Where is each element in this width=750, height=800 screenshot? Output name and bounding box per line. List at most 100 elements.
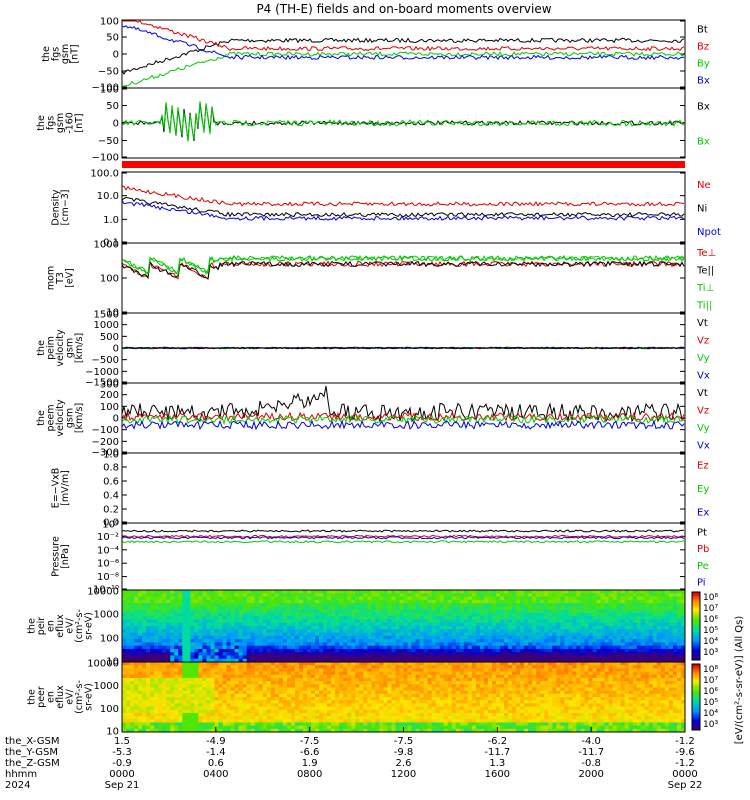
spectrogram-cell bbox=[150, 703, 155, 707]
spectrogram-cell bbox=[395, 674, 400, 679]
spectrogram-cell bbox=[323, 632, 328, 637]
spectrogram-cell bbox=[355, 622, 360, 627]
spectrogram-cell bbox=[608, 635, 614, 640]
spectrogram-cell bbox=[146, 590, 151, 594]
spectrogram-cell bbox=[676, 642, 682, 647]
spectrogram-cell bbox=[580, 648, 585, 653]
spectrogram-cell bbox=[652, 629, 658, 633]
y-tick-label: 10 bbox=[106, 308, 119, 319]
spectrogram-cell bbox=[628, 639, 634, 643]
spectrogram-cell bbox=[467, 612, 473, 617]
spectrogram-cell bbox=[652, 590, 658, 594]
spectrogram-cell bbox=[246, 693, 252, 698]
spectrogram-cell bbox=[475, 606, 481, 611]
spectrogram-cell bbox=[134, 642, 139, 647]
spectrogram-cell bbox=[246, 687, 252, 692]
spectrogram-cell bbox=[512, 599, 517, 604]
spectrogram-cell bbox=[319, 655, 324, 660]
spectrogram-cell bbox=[435, 632, 441, 637]
spectrogram-cell bbox=[604, 619, 609, 624]
spectrogram-cell bbox=[214, 684, 219, 688]
spectrogram-cell bbox=[182, 658, 187, 663]
spectrogram-cell bbox=[339, 616, 344, 620]
spectrogram-cell bbox=[347, 590, 352, 594]
spectrogram-cell bbox=[676, 639, 682, 643]
spectrogram-cell bbox=[375, 616, 380, 620]
spectrogram-cell bbox=[644, 648, 650, 653]
spectrogram-cell bbox=[190, 693, 195, 698]
spectrogram-cell bbox=[411, 609, 416, 614]
spectrogram-cell bbox=[620, 632, 626, 637]
spectrogram-cell bbox=[419, 639, 425, 643]
spectrogram-cell bbox=[266, 700, 272, 704]
spectrogram-cell bbox=[532, 609, 537, 614]
spectrogram-cell bbox=[250, 668, 256, 672]
spectrogram-cell bbox=[270, 626, 276, 630]
spectrogram-cell bbox=[154, 619, 159, 624]
spectrogram-cell bbox=[616, 619, 622, 624]
spectrogram-cell bbox=[226, 652, 231, 656]
spectrogram-cell bbox=[286, 706, 292, 711]
spectrogram-cell bbox=[423, 603, 429, 607]
spectrogram-cell bbox=[246, 619, 252, 624]
spectrogram-cell bbox=[435, 642, 441, 647]
spectrogram-cell bbox=[319, 658, 324, 663]
spectrogram-cell bbox=[435, 593, 441, 597]
spectrogram-cell bbox=[355, 662, 360, 666]
spectrogram-cell bbox=[391, 725, 396, 730]
spectrogram-cell bbox=[371, 706, 376, 711]
spectrogram-cell bbox=[270, 681, 276, 685]
spectrogram-cell bbox=[371, 629, 376, 633]
spectrogram-cell bbox=[363, 684, 368, 688]
spectrogram-cell bbox=[146, 622, 151, 627]
spectrogram-cell bbox=[274, 712, 280, 717]
spectrogram-cell bbox=[435, 658, 441, 663]
spectrogram-cell bbox=[254, 629, 260, 633]
spectrogram-cell bbox=[640, 609, 646, 614]
spectrogram-cell bbox=[122, 652, 127, 656]
spectrogram-cell bbox=[399, 639, 404, 643]
spectrogram-cell bbox=[483, 619, 489, 624]
spectrogram-cell bbox=[202, 642, 207, 647]
spectrogram-cell bbox=[222, 697, 227, 701]
spectrogram-cell bbox=[379, 690, 384, 695]
spectrogram-cell bbox=[306, 642, 312, 647]
spectrogram-cell bbox=[363, 622, 368, 627]
spectrogram-cell bbox=[375, 652, 380, 656]
spectrogram-cell bbox=[262, 632, 268, 637]
spectrogram-cell bbox=[371, 690, 376, 695]
spectrogram-cell bbox=[343, 690, 348, 695]
spectrogram-cell bbox=[600, 632, 605, 637]
spectrogram-cell bbox=[242, 719, 248, 723]
spectrogram-cell bbox=[403, 652, 408, 656]
spectrogram-cell bbox=[652, 619, 658, 624]
spectrogram-cell bbox=[379, 635, 384, 640]
spectrogram-cell bbox=[294, 668, 300, 672]
spectrogram-cell bbox=[423, 619, 429, 624]
y-tick-label: −50 bbox=[98, 67, 119, 78]
spectrogram-cell bbox=[250, 626, 256, 630]
spectrogram-cell bbox=[648, 645, 654, 650]
spectrogram-cell bbox=[122, 609, 127, 614]
spectrogram-cell bbox=[668, 603, 674, 607]
spectrogram-cell bbox=[459, 619, 465, 624]
spectrogram-cell bbox=[126, 681, 131, 685]
spectrogram-cell bbox=[367, 648, 372, 653]
spectrogram-cell bbox=[202, 712, 207, 717]
spectrogram-cell bbox=[142, 687, 147, 692]
spectrogram-cell bbox=[415, 626, 420, 630]
spectrogram-cell bbox=[459, 626, 465, 630]
spectrogram-cell bbox=[302, 596, 308, 601]
spectrogram-cell bbox=[311, 674, 316, 679]
spectrogram-cell bbox=[359, 590, 364, 594]
spectrogram-cell bbox=[146, 728, 151, 733]
spectrogram-cell bbox=[258, 716, 264, 720]
spectrogram-cell bbox=[122, 639, 127, 643]
spectrogram-cell bbox=[459, 642, 465, 647]
spectrogram-cell bbox=[315, 612, 320, 617]
spectrogram-cell bbox=[142, 668, 147, 672]
spectrogram-cell bbox=[290, 616, 296, 620]
spectrogram-cell bbox=[632, 655, 638, 660]
spectrogram-cell bbox=[403, 681, 408, 685]
spectrogram-cell bbox=[463, 626, 469, 630]
